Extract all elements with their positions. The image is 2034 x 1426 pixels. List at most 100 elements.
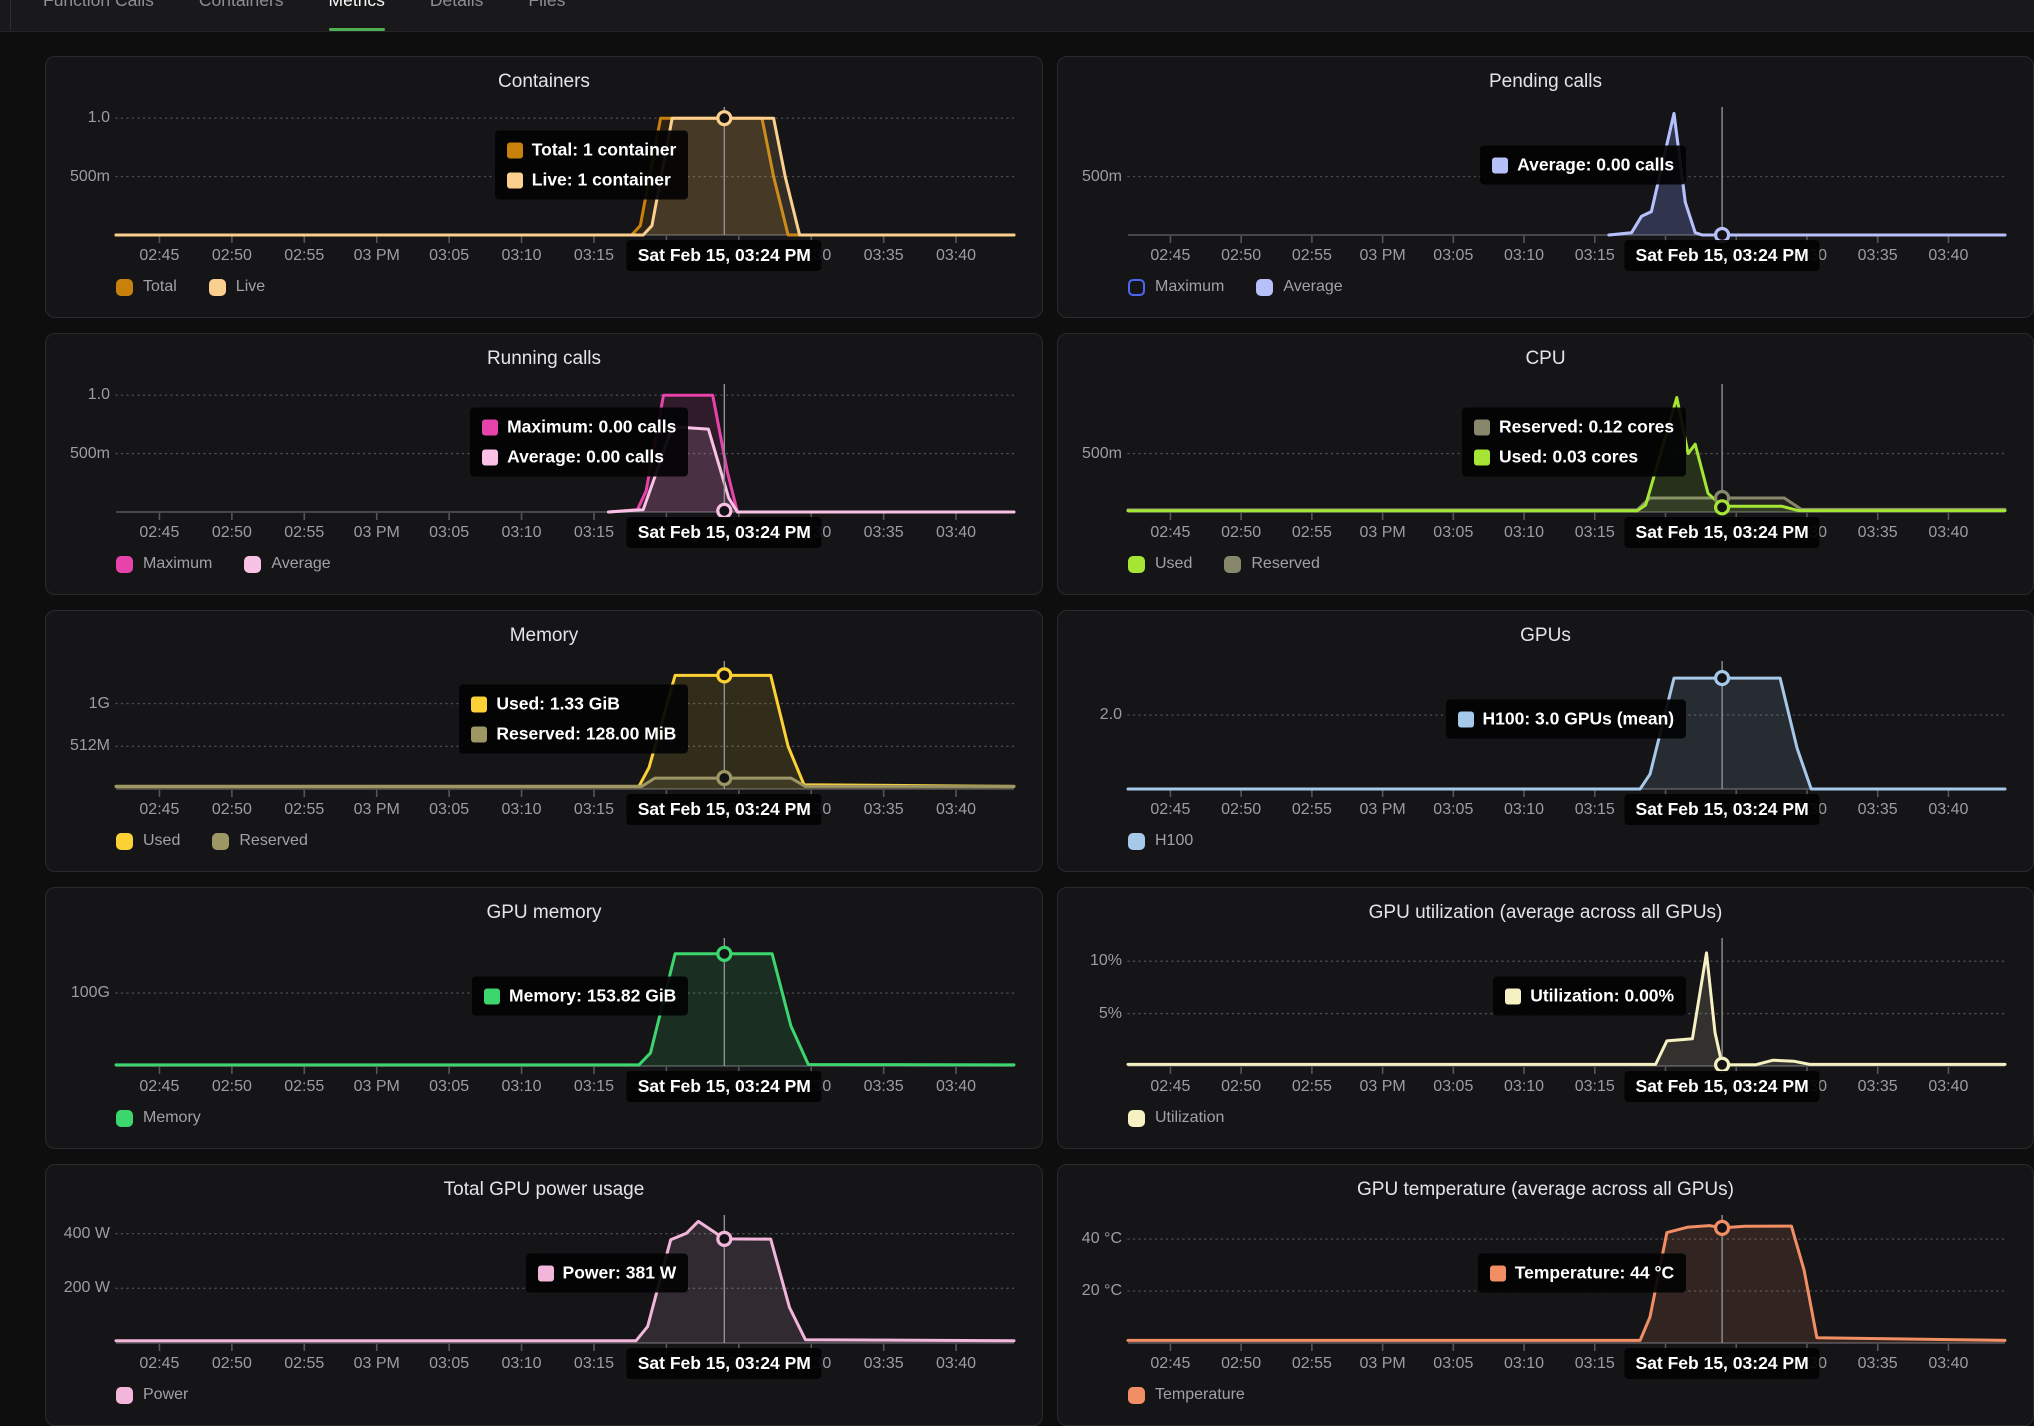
plot-area[interactable] [1126, 380, 2007, 520]
tab-metrics[interactable]: Metrics [328, 0, 386, 31]
y-axis-label: 100G [70, 984, 110, 1002]
x-axis-label: 02:45 [139, 247, 180, 264]
legend-item-h100[interactable]: H100 [1128, 832, 1193, 850]
x-axis-label: 03:40 [936, 1355, 977, 1372]
legend-item-maximum[interactable]: Maximum [1128, 278, 1224, 296]
x-axis-label: 03:15 [1574, 1078, 1615, 1095]
tooltip-text: Power: 381 W [562, 1262, 677, 1283]
plot-area[interactable] [1127, 103, 2007, 244]
tooltip-text: Used: 1.33 GiB [496, 693, 620, 714]
y-axis-label: 200 W [63, 1279, 110, 1297]
tooltip-row: Used: 0.03 cores [1473, 446, 1674, 468]
tab-function-calls[interactable]: Function Calls [43, 0, 154, 10]
legend-swatch [1128, 1109, 1145, 1127]
plot-svg [114, 1215, 1016, 1351]
plot-area[interactable] [114, 103, 1016, 243]
tab-containers[interactable]: Containers [198, 0, 284, 10]
x-axis-label: 03:05 [1433, 801, 1474, 818]
x-axis-label: 03:40 [1928, 247, 1969, 264]
legend-item-total[interactable]: Total [116, 278, 177, 296]
x-axis-label: 02:55 [1291, 801, 1332, 818]
sidebar-edge-divider [10, 0, 11, 30]
tooltip-series-swatch [482, 419, 499, 435]
plot-area[interactable] [1126, 934, 2007, 1074]
plot-svg [1127, 107, 2007, 244]
legend-item-average[interactable]: Average [1256, 278, 1343, 296]
legend-label: Live [235, 278, 266, 295]
plot-area[interactable] [114, 657, 1016, 797]
tooltip-row: Utilization: 0.00% [1505, 986, 1674, 1007]
x-axis-label: 02:45 [1150, 1078, 1191, 1095]
x-axis-label: 03:10 [1504, 247, 1545, 264]
x-axis-label: 03:15 [573, 1078, 614, 1095]
tooltip-row: Power: 381 W [537, 1262, 677, 1284]
crosshair-date-label: Sat Feb 15, 03:24 PM [626, 240, 822, 271]
legend-item-reserved[interactable]: Reserved [1224, 555, 1320, 573]
legend-swatch [116, 1386, 133, 1404]
legend-swatch [1128, 832, 1145, 850]
tooltip-text: Average: 0.00 calls [507, 446, 665, 467]
tooltip-series-swatch [482, 449, 499, 465]
plot-area[interactable] [1126, 657, 2007, 797]
plot-area[interactable] [114, 1211, 1016, 1351]
legend-label: Used [1155, 555, 1193, 572]
plot-svg [115, 384, 1016, 520]
x-axis-label: 02:45 [1150, 524, 1191, 541]
legend-item-temperature[interactable]: Temperature [1128, 1386, 1245, 1404]
tab-details[interactable]: Details [429, 0, 484, 10]
legend-item-maximum[interactable]: Maximum [116, 555, 212, 573]
y-axis-label: 500m [1081, 444, 1122, 462]
legend-item-average[interactable]: Average [244, 555, 331, 573]
chart-card-cpu: CPU Reserved: 0.12 cores Used: 0.03 cores… [1057, 333, 2034, 595]
tooltip-series-swatch [1505, 988, 1522, 1004]
legend-item-used[interactable]: Used [1128, 555, 1192, 573]
x-axis-label: 03 PM [1359, 1078, 1406, 1095]
crosshair-date-label: Sat Feb 15, 03:24 PM [1624, 517, 1820, 548]
tooltip-text: Used: 0.03 cores [1498, 446, 1639, 467]
legend-label: Used [143, 832, 181, 849]
legend-swatch [116, 555, 133, 573]
plot-area[interactable] [115, 380, 1016, 520]
x-axis-label: 02:45 [139, 801, 180, 818]
x-axis-label: 03:35 [1857, 801, 1898, 818]
legend-label: Temperature [1155, 1386, 1245, 1403]
plot-area[interactable] [1126, 1211, 2007, 1351]
chart-tooltip: Power: 381 W [525, 1253, 689, 1293]
x-axis-label: 03:40 [1928, 1355, 1969, 1372]
x-axis-label: 03:15 [1574, 801, 1615, 818]
x-axis-label: 03:05 [1433, 1078, 1474, 1095]
legend-label: Utilization [1155, 1109, 1225, 1126]
tooltip-row: Average: 0.00 calls [1492, 155, 1674, 176]
tooltip-series-swatch [471, 696, 488, 712]
crosshair-date-label: Sat Feb 15, 03:24 PM [1624, 794, 1820, 825]
legend-label: Reserved [239, 832, 308, 849]
tooltip-text: Memory: 153.82 GiB [509, 985, 677, 1006]
chart-legend: Maximum Average [1128, 278, 1343, 296]
legend-item-memory[interactable]: Memory [116, 1109, 201, 1127]
tooltip-series-swatch [484, 988, 501, 1004]
crosshair-date-label: Sat Feb 15, 03:24 PM [1624, 1071, 1820, 1102]
x-axis-label: 02:50 [1221, 1078, 1262, 1095]
x-axis-label: 02:45 [1150, 247, 1191, 264]
tab-files[interactable]: Files [528, 0, 566, 10]
chart-tooltip: Memory: 153.82 GiB [472, 976, 689, 1016]
y-axis-label: 500m [69, 167, 110, 185]
x-axis-label: 02:55 [284, 524, 325, 541]
x-axis-label: 03 PM [1359, 247, 1406, 264]
x-axis-label: 03 PM [1359, 801, 1406, 818]
legend-swatch [212, 832, 230, 850]
tooltip-series-swatch [471, 726, 488, 742]
legend-item-power[interactable]: Power [116, 1386, 188, 1404]
tooltip-row: Live: 1 container [506, 170, 677, 191]
legend-item-reserved[interactable]: Reserved [212, 832, 308, 850]
tooltip-row: Reserved: 0.12 cores [1473, 417, 1674, 438]
plot-area[interactable] [114, 934, 1016, 1074]
crosshair-date-label: Sat Feb 15, 03:24 PM [626, 1348, 822, 1379]
x-axis-label: 03:15 [1574, 524, 1615, 541]
legend-item-used[interactable]: Used [116, 832, 180, 850]
x-axis-label: 02:45 [139, 1078, 180, 1095]
y-axis-label: 2.0 [1099, 706, 1122, 724]
legend-label: Total [143, 278, 177, 295]
legend-item-live[interactable]: Live [208, 278, 266, 296]
legend-item-utilization[interactable]: Utilization [1128, 1109, 1224, 1127]
